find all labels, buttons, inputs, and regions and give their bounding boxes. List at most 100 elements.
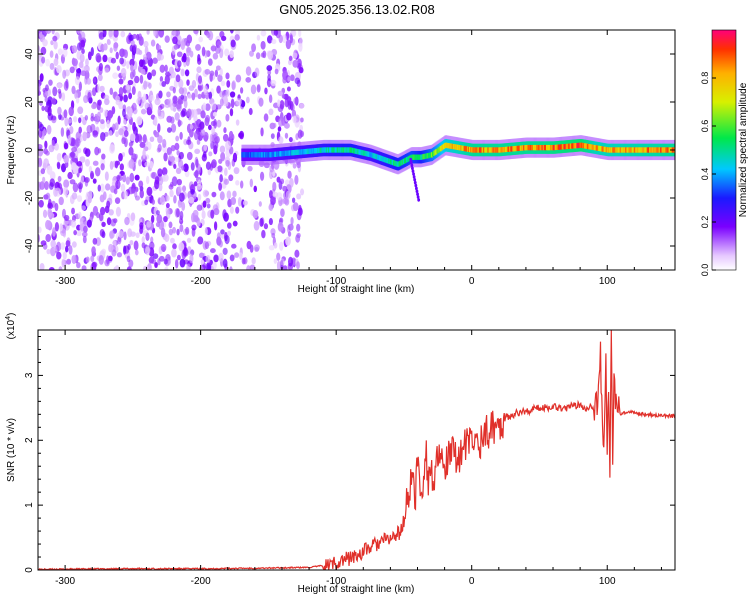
noise-blob: [276, 176, 281, 183]
noise-blob: [186, 108, 192, 118]
noise-blob: [128, 92, 133, 100]
noise-blob: [44, 140, 48, 149]
colorbar-tick-label: 0.8: [700, 72, 710, 85]
noise-blob: [191, 92, 196, 101]
signal-cell: [625, 147, 628, 153]
noise-blob: [158, 30, 165, 38]
signal-cell: [583, 143, 586, 149]
signal-cell: [261, 152, 264, 158]
noise-blob: [230, 196, 237, 206]
noise-blob: [144, 246, 151, 256]
signal-cell: [484, 147, 487, 153]
signal-cell: [439, 146, 442, 152]
signal-cell: [650, 147, 652, 153]
signal-cell: [634, 147, 637, 153]
snr-xtick-label: 100: [599, 576, 616, 587]
noise-blob: [38, 181, 42, 191]
noise-blob: [42, 39, 48, 47]
noise-blob: [62, 251, 67, 260]
signal-cell: [668, 147, 671, 153]
noise-blob: [42, 209, 48, 219]
noise-blob: [282, 197, 289, 205]
noise-blob: [229, 254, 235, 262]
noise-blob: [188, 85, 195, 92]
signal-cell: [604, 146, 607, 153]
noise-blob: [234, 252, 240, 258]
noise-blob: [75, 138, 81, 147]
signal-cell: [414, 154, 417, 160]
signal-cell: [318, 147, 321, 154]
noise-blob: [119, 57, 125, 65]
noise-blob: [249, 50, 254, 57]
signal-cell: [371, 152, 374, 158]
signal-cell: [599, 145, 602, 152]
noise-blob: [291, 197, 296, 204]
noise-blob: [163, 215, 168, 223]
signal-cell: [642, 147, 645, 153]
signal-cell: [269, 152, 272, 158]
noise-blob: [69, 125, 74, 135]
signal-cell: [635, 147, 638, 153]
noise-blob: [297, 129, 303, 139]
noise-blob: [52, 35, 58, 42]
noise-blob: [146, 221, 152, 228]
noise-blob: [237, 197, 242, 207]
signal-cell: [458, 144, 461, 151]
colorbar-tick-label: 0.0: [700, 264, 710, 277]
signal-cell: [343, 147, 346, 153]
signal-cell: [390, 159, 393, 165]
noise-blob: [71, 207, 75, 215]
noise-blob: [76, 161, 83, 167]
noise-blob: [222, 133, 229, 142]
signal-cell: [386, 158, 389, 164]
signal-cell: [361, 150, 364, 156]
noise-blob: [142, 134, 147, 144]
signal-cell: [522, 145, 525, 151]
noise-blob: [155, 210, 160, 216]
noise-blob: [235, 98, 242, 106]
signal-cell: [442, 143, 445, 149]
noise-blob: [54, 143, 59, 151]
noise-blob: [151, 199, 156, 205]
noise-blob: [147, 108, 153, 116]
noise-blob: [108, 209, 114, 216]
noise-blob: [175, 135, 180, 142]
noise-blob: [112, 72, 119, 79]
signal-cell: [429, 152, 432, 158]
noise-blob: [99, 183, 105, 193]
noise-blob: [188, 196, 195, 204]
noise-blob: [230, 39, 236, 48]
noise-blob: [66, 258, 72, 265]
signal-cell: [519, 145, 522, 151]
noise-blob: [174, 156, 180, 162]
noise-blob: [129, 231, 136, 237]
noise-blob: [281, 118, 286, 126]
noise-blob: [122, 108, 126, 118]
signal-cell: [259, 152, 262, 158]
signal-streak: [410, 163, 414, 168]
noise-blob: [63, 214, 70, 222]
noise-blob: [193, 30, 199, 35]
signal-cell: [427, 152, 430, 159]
signal-cell: [482, 147, 484, 153]
signal-cell: [505, 146, 508, 153]
noise-blob: [129, 58, 135, 67]
signal-cell: [273, 151, 276, 157]
noise-blob: [273, 258, 278, 264]
noise-blob: [173, 195, 177, 204]
signal-cell: [495, 147, 497, 153]
signal-streak: [414, 183, 418, 188]
signal-cell: [473, 147, 476, 153]
signal-cell: [560, 144, 562, 150]
noise-blob: [189, 50, 194, 58]
noise-blob: [157, 123, 161, 133]
noise-blob: [129, 172, 135, 183]
noise-blob: [83, 65, 90, 73]
signal-cell: [510, 146, 513, 152]
noise-blob: [137, 90, 142, 101]
signal-cell: [506, 146, 509, 152]
noise-blob: [39, 262, 45, 270]
noise-blob: [268, 244, 275, 251]
noise-blob: [168, 184, 174, 190]
signal-cell: [503, 146, 506, 153]
